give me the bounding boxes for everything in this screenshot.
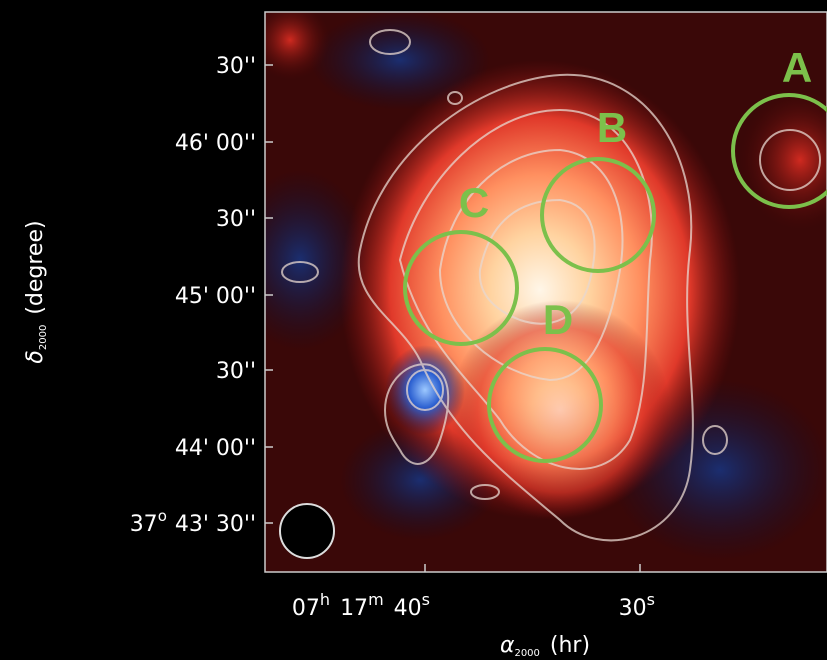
x-axis-label: α2000 (hr)	[500, 633, 590, 659]
y-axis-label: δ2000 (degree)	[23, 220, 49, 363]
figure: 30''46' 00''30''45' 00''30''44' 00''37o4…	[0, 0, 827, 660]
page: 30''46' 00''30''45' 00''30''44' 00''37o4…	[0, 0, 827, 660]
value: 30	[619, 596, 647, 621]
value: 40	[394, 596, 422, 621]
y-tick-label: 30''	[216, 207, 256, 232]
unit: (degree)	[23, 220, 48, 314]
unit: s	[647, 590, 655, 609]
unit: h	[320, 590, 330, 609]
subscript: 2000	[38, 325, 49, 350]
region-label: D	[543, 296, 573, 343]
deg-mark: o	[158, 507, 167, 525]
beam	[280, 504, 334, 558]
y-tick-label: 44' 00''	[175, 436, 256, 461]
subscript: 2000	[514, 648, 539, 659]
symbol: δ	[23, 350, 48, 363]
unit: m	[368, 590, 384, 609]
y-tick-label: 46' 00''	[175, 131, 256, 156]
region-label: B	[597, 104, 627, 151]
y-tick-label: 37o 43' 30''	[130, 507, 256, 537]
deg: 37	[130, 512, 158, 537]
value: 17	[340, 596, 368, 621]
sky-map	[230, 0, 827, 572]
y-tick-label: 45' 00''	[175, 284, 256, 309]
unit: (hr)	[550, 633, 590, 658]
x-tick-label: 30s	[619, 590, 655, 621]
y-tick-label: 30''	[216, 359, 256, 384]
value: 07	[292, 596, 320, 621]
y-tick-label: 30''	[216, 54, 256, 79]
rest: 43' 30''	[175, 512, 256, 537]
region-label: C	[459, 179, 489, 226]
x-tick-label: 07h 17m 40s	[292, 590, 430, 621]
symbol: α	[500, 633, 515, 658]
unit: s	[422, 590, 430, 609]
region-label: A	[782, 44, 812, 91]
